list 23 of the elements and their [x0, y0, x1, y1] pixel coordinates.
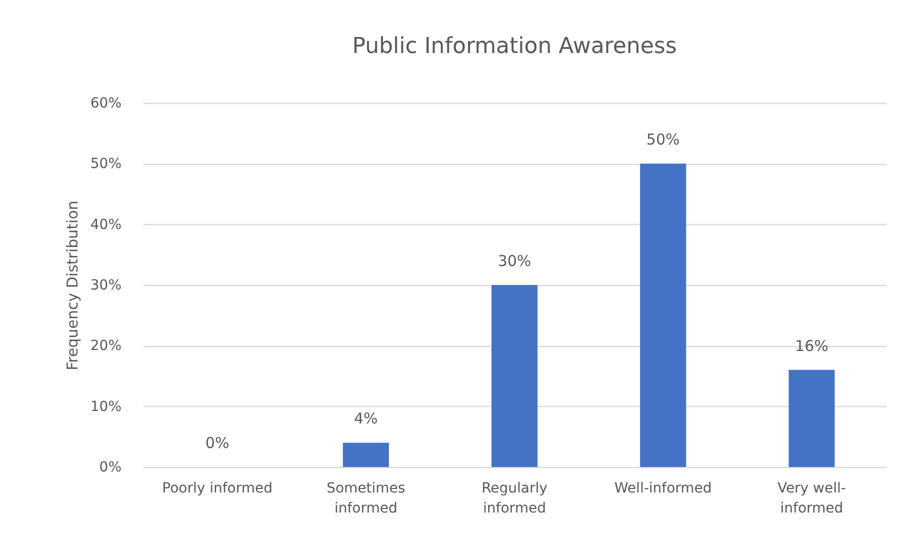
y-tick-label: 30%: [90, 278, 122, 294]
bar: [492, 285, 538, 467]
bar: [342, 442, 389, 467]
data-label: 50%: [646, 130, 680, 149]
bar: [640, 164, 686, 467]
y-axis-title: Frequency Distribution: [63, 200, 82, 370]
y-tick-label: 10%: [90, 398, 122, 415]
y-tick-label: 50%: [90, 156, 122, 172]
data-label: 4%: [354, 410, 378, 428]
x-tick-label: Regularly informed: [482, 480, 548, 516]
y-tick-label: 20%: [90, 338, 122, 354]
x-tick-label: Well-informed: [614, 480, 712, 496]
data-label: 0%: [205, 434, 230, 452]
x-tick-label: Poorly informed: [162, 480, 272, 496]
x-tick-label: Very well-informed: [777, 480, 846, 516]
bar: [788, 370, 835, 467]
x-tick-label: Sometimes informed: [326, 480, 406, 516]
data-label: 30%: [498, 252, 532, 270]
chart-title: Public Information Awareness: [352, 34, 677, 59]
y-tick-label: 0%: [99, 460, 122, 476]
y-tick-label: 40%: [90, 216, 122, 233]
data-label: 16%: [795, 336, 828, 355]
y-tick-label: 60%: [90, 96, 122, 112]
